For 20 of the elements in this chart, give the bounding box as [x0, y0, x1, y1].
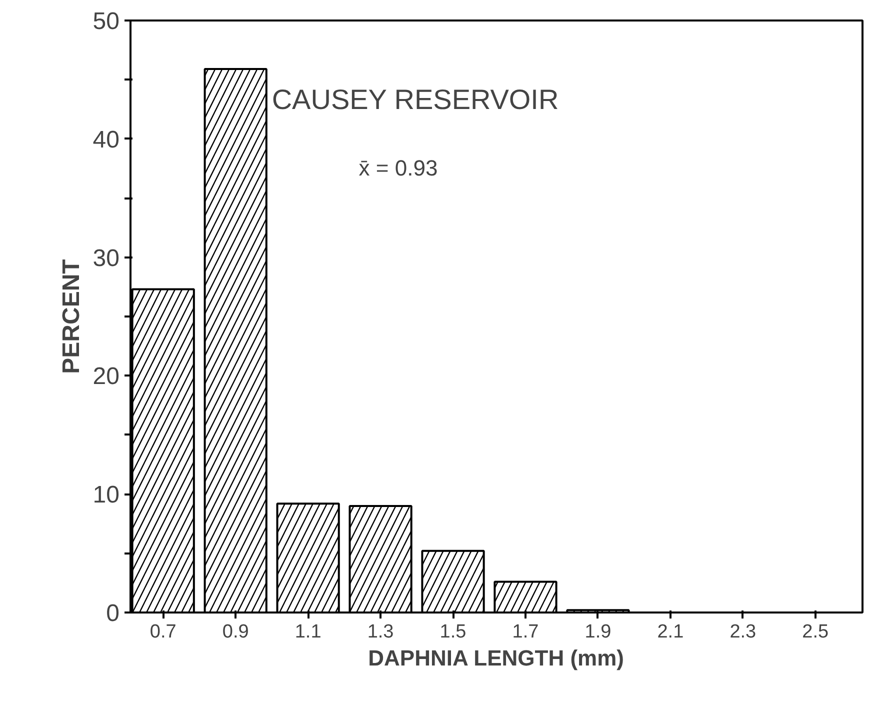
x-tick-label: 0.9 — [222, 622, 249, 642]
y-tick-label: 0 — [106, 600, 120, 627]
x-tick-label: 0.7 — [150, 622, 176, 642]
x-tick-label: 2.3 — [730, 622, 756, 642]
x-tick-label: 2.1 — [657, 622, 684, 642]
text: CAUSEY RESERVOIR — [272, 84, 559, 116]
x-tick-label: 1.7 — [512, 622, 539, 642]
x-tick-label: 1.5 — [440, 622, 466, 642]
y-tick-label: 10 — [92, 482, 120, 509]
x-tick-label: 1.1 — [294, 622, 322, 642]
y-tick-label: 40 — [92, 126, 120, 154]
x-tick-label: 2.5 — [802, 622, 829, 642]
y-tick-label: 50 — [92, 8, 120, 35]
x-tick-label: 1.3 — [367, 622, 394, 642]
x-tick-label: 1.9 — [584, 622, 612, 642]
y-tick-label: 20 — [92, 363, 120, 390]
y-axis-title: PERCENT — [58, 258, 85, 374]
x-axis-title: DAPHNIA LENGTH (mm) — [368, 646, 624, 670]
annotation: x̄ = 0.93 — [358, 155, 438, 180]
y-tick-label: 30 — [92, 244, 120, 272]
